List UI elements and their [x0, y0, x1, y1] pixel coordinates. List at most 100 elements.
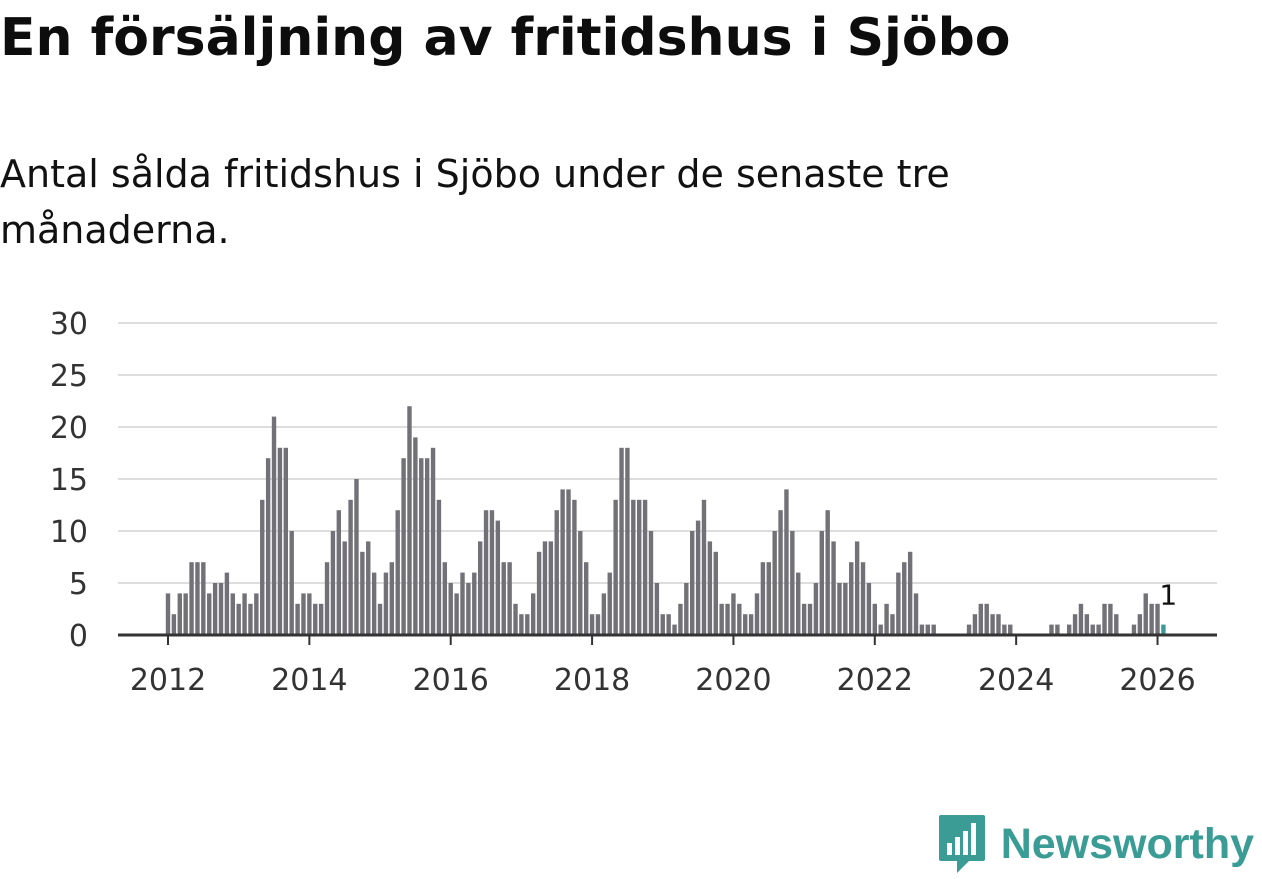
bar [377, 603, 383, 635]
bar [625, 447, 630, 635]
bar [389, 562, 395, 635]
x-tick-label: 2014 [271, 663, 347, 698]
bar [996, 614, 1001, 635]
brand-name: Newsworthy [1000, 819, 1254, 868]
bar [660, 614, 665, 635]
y-tick-label: 25 [50, 359, 88, 394]
bar [183, 593, 188, 635]
bar [766, 562, 771, 635]
bar [248, 603, 253, 635]
bar [695, 520, 701, 635]
bar [642, 499, 648, 635]
bar [978, 603, 984, 635]
bar [896, 572, 901, 635]
bar [548, 541, 554, 635]
bar [419, 458, 424, 635]
bar [354, 479, 359, 635]
bar [513, 603, 518, 635]
bar [366, 541, 371, 635]
bar [854, 541, 860, 635]
bar [1161, 624, 1166, 635]
bar [860, 562, 866, 635]
bar [477, 541, 483, 635]
bar [1055, 624, 1060, 635]
bar [631, 499, 636, 635]
annotations: 1 [1159, 579, 1177, 612]
chart-subtitle: Antal sålda fritidshus i Sjöbo under de … [0, 152, 950, 252]
bar [931, 624, 936, 635]
bar [1108, 603, 1113, 635]
bar [619, 447, 624, 635]
bar [1137, 614, 1143, 635]
bar [831, 541, 836, 635]
bar [483, 510, 489, 635]
bar [466, 583, 471, 635]
bar [578, 531, 583, 635]
y-tick-label: 30 [50, 307, 88, 342]
y-axis-ticks: 0 5 10 15 20 25 30 [50, 307, 88, 654]
bar [801, 603, 807, 635]
bar [330, 531, 336, 635]
x-axis-ticks: 2012 2014 2016 2018 2020 2022 2024 2026 [130, 635, 1196, 698]
bar [572, 499, 577, 635]
bar [401, 458, 406, 635]
bar [672, 624, 677, 635]
bar [583, 562, 589, 635]
bar [919, 624, 925, 635]
bar [542, 541, 548, 635]
bar [1084, 614, 1090, 635]
bar-chart: 0 5 10 15 20 25 30 2012 2014 2016 2018 2020 2022 202… [50, 307, 1217, 698]
bar [1090, 624, 1095, 635]
bar [849, 562, 854, 635]
bar [307, 593, 312, 635]
bar [436, 499, 442, 635]
bar [495, 520, 501, 635]
bar [318, 603, 324, 635]
bar [348, 499, 353, 635]
bar [260, 499, 265, 635]
bar [725, 603, 730, 635]
bar [690, 531, 695, 635]
bar [760, 562, 766, 635]
bar [277, 447, 283, 635]
bar [713, 551, 718, 635]
bar [507, 562, 512, 635]
bar [371, 572, 377, 635]
bar [383, 572, 389, 635]
bar [737, 603, 742, 635]
bar [843, 583, 848, 635]
bar [819, 531, 824, 635]
y-tick-label: 10 [50, 515, 88, 550]
bar [530, 593, 536, 635]
bar [201, 562, 206, 635]
y-tick-label: 5 [69, 567, 88, 602]
bar [1002, 624, 1007, 635]
bar [684, 583, 689, 635]
bar [230, 593, 235, 635]
x-tick-label: 2026 [1119, 663, 1195, 698]
bar [1149, 603, 1154, 635]
bar [1102, 603, 1107, 635]
bar [913, 593, 919, 635]
bar [866, 583, 872, 635]
x-tick-label: 2018 [554, 663, 630, 698]
bar [566, 489, 571, 635]
bar [336, 510, 342, 635]
bar [654, 583, 660, 635]
bar [207, 593, 212, 635]
bar [177, 593, 182, 635]
y-tick-label: 15 [50, 463, 88, 498]
bar [1066, 624, 1072, 635]
bar [254, 593, 259, 635]
bar [342, 541, 347, 635]
bar [743, 614, 748, 635]
bar [872, 603, 877, 635]
bar [424, 458, 430, 635]
chart-title: En försäljning av fritidshus i Sjöbo [0, 8, 1011, 68]
bar [902, 562, 907, 635]
bar [407, 406, 412, 635]
bar [966, 624, 972, 635]
bar [536, 551, 542, 635]
bar [218, 583, 224, 635]
bar [501, 562, 506, 635]
